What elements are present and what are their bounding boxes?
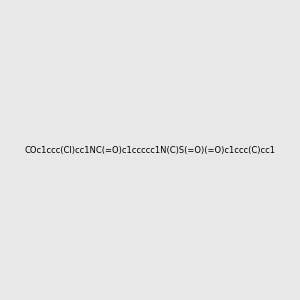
Text: COc1ccc(Cl)cc1NC(=O)c1ccccc1N(C)S(=O)(=O)c1ccc(C)cc1: COc1ccc(Cl)cc1NC(=O)c1ccccc1N(C)S(=O)(=O…	[25, 146, 275, 154]
